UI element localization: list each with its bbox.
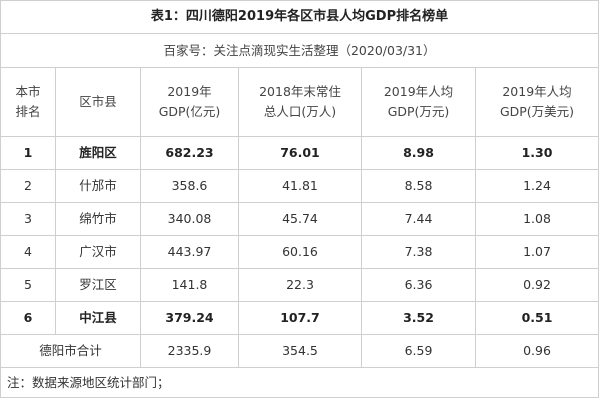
header-gdp-line: 2019年 (167, 84, 212, 99)
header-gdp-per-capita-cny: 2019年人均 GDP(万元) (361, 67, 476, 137)
header-gdp-per-capita-usd-line: GDP(万美元) (499, 104, 575, 119)
cell-gdp-per-capita-usd: 0.92 (475, 268, 599, 302)
header-row: 本市 排名 区市县 2019年 GDP(亿元) 2018年末常住 总人口(万人)… (0, 67, 599, 137)
cell-population: 22.3 (238, 268, 362, 302)
cell-district: 绵竹市 (55, 202, 141, 236)
header-rank-line: 排名 (15, 104, 41, 119)
header-district-line: 区市县 (79, 94, 117, 109)
cell-population: 76.01 (238, 136, 362, 170)
table-title: 表1：四川德阳2019年各区市县人均GDP排名榜单 (0, 0, 599, 34)
cell-gdp-per-capita-usd: 1.24 (475, 169, 599, 203)
total-gdp-per-capita-usd: 0.96 (475, 334, 599, 368)
cell-district: 什邡市 (55, 169, 141, 203)
header-gdp-per-capita-usd-line: 2019年人均 (502, 84, 572, 99)
cell-gdp-per-capita-cny: 6.36 (361, 268, 476, 302)
header-population-line: 2018年末常住 (259, 84, 341, 99)
table-row: 6 中江县 379.24 107.7 3.52 0.51 (0, 301, 599, 335)
cell-gdp-per-capita-usd: 1.30 (475, 136, 599, 170)
cell-rank: 6 (0, 301, 56, 335)
cell-gdp-per-capita-cny: 8.58 (361, 169, 476, 203)
header-rank-line: 本市 (15, 84, 41, 99)
header-gdp-per-capita-cny-line: GDP(万元) (387, 104, 450, 119)
total-label: 德阳市合计 (0, 334, 141, 368)
header-gdp-per-capita-usd: 2019年人均 GDP(万美元) (475, 67, 599, 137)
header-gdp-per-capita-cny-line: 2019年人均 (383, 84, 454, 99)
cell-population: 107.7 (238, 301, 362, 335)
cell-rank: 4 (0, 235, 56, 269)
cell-gdp-per-capita-cny: 8.98 (361, 136, 476, 170)
table-row: 3 绵竹市 340.08 45.74 7.44 1.08 (0, 202, 599, 236)
cell-gdp-per-capita-usd: 1.08 (475, 202, 599, 236)
total-gdp-per-capita-cny: 6.59 (361, 334, 476, 368)
total-gdp: 2335.9 (140, 334, 239, 368)
cell-gdp: 340.08 (140, 202, 239, 236)
total-population: 354.5 (238, 334, 362, 368)
cell-gdp-per-capita-cny: 7.38 (361, 235, 476, 269)
table-row: 4 广汉市 443.97 60.16 7.38 1.07 (0, 235, 599, 269)
gdp-ranking-table: 表1：四川德阳2019年各区市县人均GDP排名榜单 百家号：关注点滴现实生活整理… (0, 0, 599, 398)
cell-rank: 2 (0, 169, 56, 203)
cell-district: 中江县 (55, 301, 141, 335)
header-gdp-line: GDP(亿元) (158, 104, 221, 119)
cell-gdp-per-capita-usd: 1.07 (475, 235, 599, 269)
table-row: 2 什邡市 358.6 41.81 8.58 1.24 (0, 169, 599, 203)
cell-population: 60.16 (238, 235, 362, 269)
total-row: 德阳市合计 2335.9 354.5 6.59 0.96 (0, 334, 599, 368)
cell-rank: 5 (0, 268, 56, 302)
cell-gdp-per-capita-usd: 0.51 (475, 301, 599, 335)
cell-population: 41.81 (238, 169, 362, 203)
header-district: 区市县 (55, 67, 141, 137)
table-row: 5 罗江区 141.8 22.3 6.36 0.92 (0, 268, 599, 302)
header-gdp: 2019年 GDP(亿元) (140, 67, 239, 137)
cell-district: 旌阳区 (55, 136, 141, 170)
table-row: 1 旌阳区 682.23 76.01 8.98 1.30 (0, 136, 599, 170)
cell-gdp-per-capita-cny: 3.52 (361, 301, 476, 335)
header-population-line: 总人口(万人) (263, 104, 337, 119)
cell-district: 广汉市 (55, 235, 141, 269)
cell-district: 罗江区 (55, 268, 141, 302)
table-subtitle: 百家号：关注点滴现实生活整理（2020/03/31） (0, 33, 599, 68)
cell-rank: 1 (0, 136, 56, 170)
cell-population: 45.74 (238, 202, 362, 236)
header-rank: 本市 排名 (0, 67, 56, 137)
cell-gdp: 358.6 (140, 169, 239, 203)
cell-rank: 3 (0, 202, 56, 236)
cell-gdp: 141.8 (140, 268, 239, 302)
cell-gdp: 379.24 (140, 301, 239, 335)
header-population: 2018年末常住 总人口(万人) (238, 67, 362, 137)
cell-gdp: 682.23 (140, 136, 239, 170)
source-note: 注：数据来源地区统计部门； (0, 367, 599, 398)
cell-gdp: 443.97 (140, 235, 239, 269)
cell-gdp-per-capita-cny: 7.44 (361, 202, 476, 236)
